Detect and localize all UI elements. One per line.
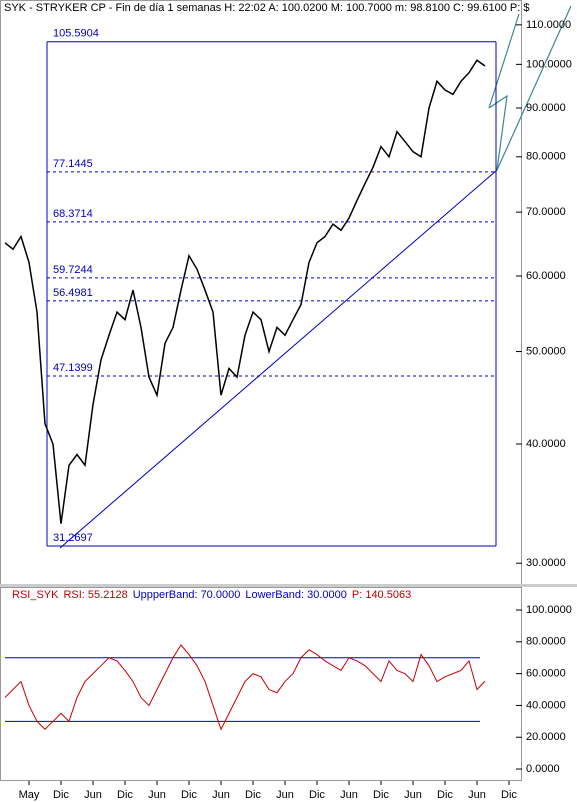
level-label: 56.4981 — [53, 287, 93, 299]
x-tick-label: Dic — [53, 789, 69, 801]
x-tick-label: Dic — [117, 789, 133, 801]
x-tick-label: Dic — [309, 789, 325, 801]
rsi-header-item: LowerBand: 30.0000 — [245, 589, 347, 601]
y-tick-label: 40.0000 — [526, 438, 566, 450]
level-label: 59.7244 — [53, 264, 93, 276]
level-label: 68.3714 — [53, 208, 93, 220]
y-tick-label: 50.0000 — [526, 345, 566, 357]
panel-separator — [0, 584, 577, 587]
y-tick-label: 90.0000 — [526, 102, 566, 114]
y-tick-label: 60.0000 — [526, 270, 566, 282]
y-tick-label: 110.0000 — [526, 19, 571, 31]
x-tick-label: Jun — [276, 789, 294, 801]
rsi-line — [4, 644, 486, 731]
level-label: 77.1445 — [53, 158, 93, 170]
x-tick-label: Jun — [212, 789, 230, 801]
rsi-header-item: RSI_SYK — [12, 589, 59, 601]
y-tick-label: 80.0000 — [526, 151, 566, 163]
rsi-header-item: RSI: 55.2128 — [63, 589, 127, 601]
x-tick-label: Dic — [181, 789, 197, 801]
x-tick-label: Dic — [373, 789, 389, 801]
y-tick-label: 40.0000 — [526, 699, 566, 711]
trend-line — [59, 169, 498, 549]
x-tick-label: Jun — [148, 789, 166, 801]
level-label: 105.5904 — [53, 28, 99, 40]
price-title: SYK - STRYKER CP - Fin de día 1 semanas … — [4, 2, 529, 14]
y-tick-label: 60.0000 — [526, 668, 566, 680]
projection-arrow — [488, 13, 520, 109]
x-tick-label: Dic — [437, 789, 453, 801]
y-tick-label: 0.0000 — [526, 763, 560, 775]
rsi-header-item: P: 140.5063 — [352, 589, 411, 601]
level-label: 31.2697 — [53, 532, 93, 544]
y-tick-label: 70.0000 — [526, 206, 566, 218]
x-tick-label: Dic — [245, 789, 261, 801]
y-tick-label: 30.0000 — [526, 557, 566, 569]
y-tick-label: 100.0000 — [526, 58, 572, 70]
level-label: 47.1399 — [53, 362, 93, 374]
x-tick-label: May — [19, 789, 40, 801]
price-line — [4, 59, 486, 524]
x-tick-label: Dic — [501, 789, 517, 801]
rsi-panel-frame — [0, 587, 522, 781]
y-tick-label: 80.0000 — [526, 636, 566, 648]
rsi-header-item: UppperBand: 70.0000 — [133, 589, 241, 601]
x-tick-label: Jun — [340, 789, 358, 801]
y-tick-label: 100.0000 — [526, 604, 572, 616]
x-tick-label: Jun — [468, 789, 486, 801]
projection-arrow — [488, 5, 572, 171]
y-tick-label: 20.0000 — [526, 731, 566, 743]
x-tick-label: Jun — [404, 789, 422, 801]
x-tick-label: Jun — [84, 789, 102, 801]
